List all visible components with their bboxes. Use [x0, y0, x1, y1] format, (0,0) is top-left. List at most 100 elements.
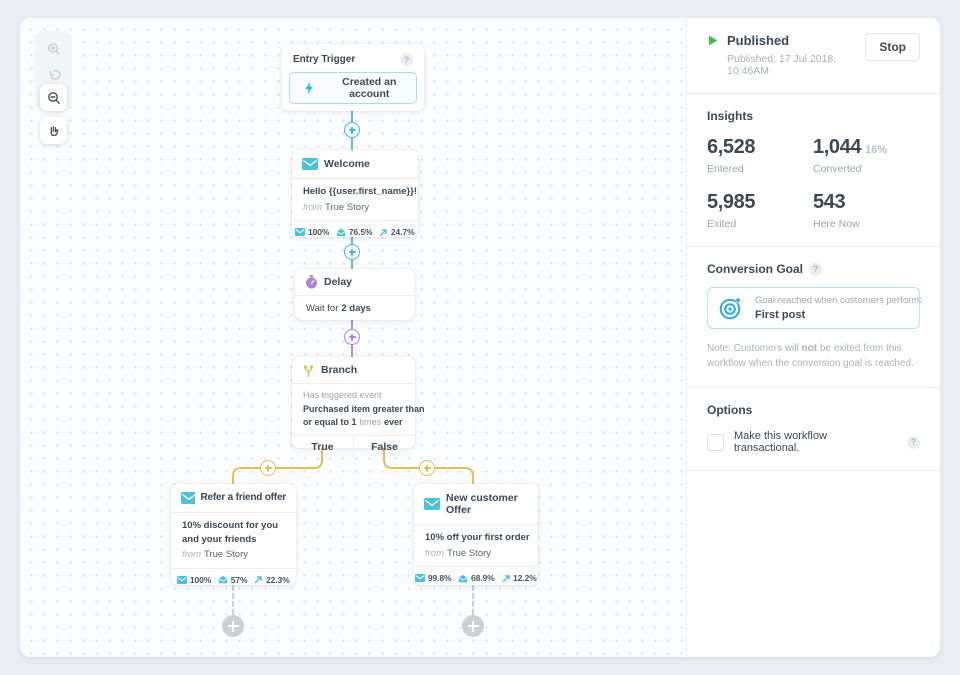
options-title: Options [707, 403, 753, 417]
metric-converted: 1,044 16% Converted [813, 136, 888, 175]
branch-icon [303, 364, 314, 377]
node-new-customer-body: 10% off your first order from True Story [414, 525, 538, 566]
add-step-button[interactable] [344, 244, 360, 260]
branch-condition-line1: Purchased item greater than [303, 403, 425, 414]
delivered-icon [415, 574, 426, 582]
clicked-icon [380, 228, 388, 236]
email-stats: 100% 76.5% 24.7% [292, 220, 418, 243]
node-entry-trigger[interactable]: Entry Trigger ? Created an account [282, 44, 424, 111]
stat-delivered: 100% [177, 575, 211, 585]
stopwatch-icon [306, 275, 317, 289]
node-title: Welcome [324, 158, 370, 170]
published-timestamp: Published: 17 Jul 2018, 10:46AM [727, 53, 837, 77]
undo-button[interactable] [40, 61, 67, 88]
delay-value: 2 days [341, 303, 371, 314]
transactional-option-row: Make this workflow transactional. ? [707, 430, 920, 454]
node-delay[interactable]: Delay Wait for 2 days [295, 269, 414, 320]
status-section: Published Published: 17 Jul 2018, 10:46A… [687, 18, 940, 94]
bolt-icon [305, 81, 313, 95]
stat-clicked: 12.2% [502, 573, 537, 583]
transactional-checkbox[interactable] [707, 433, 724, 451]
insights-title: Insights [707, 109, 754, 123]
zoom-in-button[interactable] [40, 35, 67, 62]
add-node-button[interactable] [462, 615, 484, 637]
delivered-icon [295, 228, 306, 236]
metric-exited: 5,985 Exited [707, 191, 756, 230]
workflow-canvas[interactable]: Entry Trigger ? Created an account Welco… [20, 18, 686, 657]
insights-section: Insights 6,528 Entered 1,044 16% Converte… [687, 94, 940, 247]
help-icon[interactable]: ? [809, 262, 823, 276]
pan-button[interactable] [40, 117, 67, 144]
email-from: from True Story [425, 547, 527, 561]
email-from: from True Story [182, 548, 285, 562]
clicked-icon [502, 574, 510, 582]
zoom-out-button[interactable] [40, 84, 67, 111]
branch-true-output[interactable]: True [311, 440, 334, 453]
branch-outputs: True False [292, 434, 415, 458]
from-label: from [182, 549, 201, 560]
node-title: New customer Offer [446, 492, 518, 516]
stat-clicked: 22.3% [254, 575, 290, 585]
conversion-goal-box[interactable]: Goal reached when customers perform: Fir… [707, 287, 922, 329]
node-delay-body: Wait for 2 days [295, 296, 414, 322]
add-step-button[interactable] [260, 460, 276, 476]
conversion-goal-section: Conversion Goal? Goal reached when custo… [687, 247, 940, 388]
branch-false-output[interactable]: False [353, 435, 415, 458]
stat-opened: 76.5% [336, 227, 373, 237]
stat-delivered: 100% [295, 227, 329, 237]
zoom-in-icon [47, 42, 60, 55]
node-branch[interactable]: Branch Has triggered event Purchased ite… [292, 357, 425, 458]
add-node-button[interactable] [222, 615, 244, 637]
metric-here-now: 543 Here Now [813, 191, 860, 230]
email-icon [302, 158, 318, 170]
add-step-button[interactable] [344, 329, 360, 345]
opened-icon [459, 574, 468, 582]
play-icon [709, 35, 717, 46]
help-icon[interactable]: ? [400, 53, 413, 66]
stop-button[interactable]: Stop [865, 33, 920, 61]
status-label: Published [727, 33, 790, 48]
entry-trigger-label-row: Entry Trigger ? [289, 51, 417, 72]
node-title: Delay [324, 276, 353, 288]
entry-trigger-label: Entry Trigger [293, 54, 356, 65]
add-step-button[interactable] [419, 460, 435, 476]
from-value: True Story [447, 547, 491, 559]
node-welcome-body: Hello {{user.first_name}}! from True Stor… [292, 179, 418, 220]
node-title: Refer a friend offer [200, 492, 287, 503]
converted-rate: 16% [865, 144, 888, 156]
connector-line-dashed [232, 585, 234, 615]
clicked-icon [255, 576, 263, 584]
branch-condition-line2: or equal to 1 times ever [303, 416, 403, 427]
entry-trigger-event: Created an account [342, 76, 397, 100]
add-step-button[interactable] [344, 122, 360, 138]
entry-trigger-condition[interactable]: Created an account [289, 72, 417, 104]
node-branch-header: Branch [292, 357, 415, 384]
opened-icon [336, 228, 346, 236]
zoom-out-icon [47, 91, 60, 104]
opened-icon [218, 575, 228, 584]
node-delay-header: Delay [295, 269, 414, 296]
from-value: True Story [204, 549, 248, 560]
undo-icon [49, 69, 60, 80]
goal-description: Goal reached when customers perform: [755, 295, 922, 306]
node-refer-body: 10% discount for you and your friends fr… [171, 513, 296, 568]
node-welcome-header: Welcome [292, 150, 418, 179]
node-refer-friend-offer[interactable]: Refer a friend offer 10% discount for yo… [171, 484, 296, 585]
hand-icon [50, 125, 58, 136]
workflow-side-panel: Published Published: 17 Jul 2018, 10:46A… [686, 18, 940, 657]
stat-opened: 57% [218, 575, 248, 585]
node-title: Branch [321, 364, 358, 376]
goal-event: First post [755, 309, 806, 321]
connector-line-dashed [472, 585, 474, 615]
email-subject: 10% off your first order [425, 532, 530, 543]
conversion-goal-title: Conversion Goal [707, 262, 804, 276]
node-welcome[interactable]: Welcome Hello {{user.first_name}}! from T… [292, 150, 418, 237]
node-new-customer-offer[interactable]: New customer Offer 10% off your first or… [414, 484, 538, 585]
branch-condition-intro: Has triggered event [303, 390, 382, 400]
email-subject: Hello {{user.first_name}}! [303, 186, 418, 197]
delay-prefix: Wait for [306, 303, 339, 314]
email-icon [181, 492, 195, 504]
node-new-customer-header: New customer Offer [414, 484, 538, 525]
help-icon[interactable]: ? [907, 435, 920, 449]
metric-entered: 6,528 Entered [707, 136, 756, 175]
